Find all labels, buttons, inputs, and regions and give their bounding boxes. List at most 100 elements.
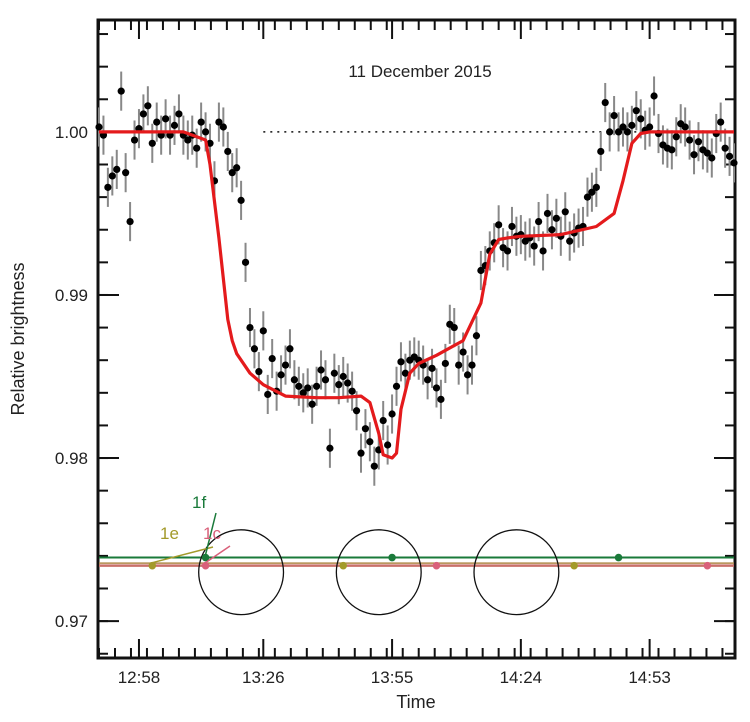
y-axis-title: Relative brightness: [8, 262, 28, 415]
star-disk-circle: [198, 529, 285, 616]
star-disk-circle: [335, 529, 422, 616]
data-point: [703, 149, 711, 157]
data-point: [637, 115, 645, 123]
data-point: [122, 169, 130, 177]
label-1c: 1c: [203, 524, 221, 543]
data-point: [632, 107, 640, 115]
data-point: [388, 410, 396, 418]
data-point: [281, 361, 290, 369]
data-point: [193, 144, 201, 152]
data-point: [628, 121, 636, 129]
data-point: [690, 151, 698, 159]
data-point: [543, 209, 552, 218]
data-point: [228, 169, 236, 177]
data-point: [104, 183, 112, 191]
data-point: [459, 348, 467, 356]
data-point: [503, 247, 512, 255]
data-point: [304, 384, 312, 392]
data-point: [379, 416, 387, 425]
data-point: [366, 438, 374, 446]
data-point: [583, 193, 592, 201]
data-point: [477, 266, 485, 275]
data-point: [552, 214, 560, 222]
data-point: [450, 323, 458, 332]
data-point: [162, 115, 170, 123]
data-point: [455, 361, 463, 369]
data-point: [153, 118, 161, 126]
data-point: [424, 376, 432, 384]
data-point: [233, 164, 241, 172]
data-point: [335, 381, 343, 389]
x-tick-label: 13:26: [242, 668, 285, 687]
data-point: [370, 462, 378, 470]
data-point: [224, 147, 232, 156]
data-point: [357, 449, 365, 457]
data-point: [339, 372, 347, 381]
data-point: [295, 382, 303, 390]
data-point: [463, 371, 472, 379]
planet-1e-dot: [570, 561, 578, 570]
data-point: [561, 208, 569, 216]
data-point: [672, 133, 680, 141]
data-point: [246, 323, 254, 332]
data-point: [401, 369, 409, 377]
data-point: [290, 376, 298, 384]
data-point: [197, 118, 205, 126]
data-point: [237, 196, 245, 204]
plot-frame: [96, 18, 737, 660]
data-point: [139, 110, 148, 118]
data-point: [646, 123, 654, 131]
data-point: [539, 247, 547, 255]
label-1e: 1e: [160, 524, 179, 543]
y-tick-label: 0.97: [55, 612, 88, 631]
data-point: [721, 144, 729, 152]
planet-1c-dot: [201, 561, 210, 570]
data-point: [650, 92, 658, 100]
tick-labels: 12:58 13:26 13:55 14:24 14:53 0.97 0.98 0.99 1.0…: [55, 123, 671, 687]
data-point: [432, 384, 441, 392]
data-point: [725, 152, 734, 160]
data-point: [317, 366, 325, 374]
y-tick-label: 0.98: [55, 449, 88, 468]
data-point: [206, 139, 214, 147]
data-point: [299, 389, 307, 397]
data-point: [348, 387, 356, 395]
data-point: [717, 118, 725, 126]
data-point: [241, 258, 250, 266]
x-tick-label: 14:53: [628, 668, 671, 687]
planet-1c-dot: [432, 561, 441, 570]
data-point: [344, 379, 352, 387]
chart-title: 11 December 2015: [348, 62, 491, 81]
data-point: [148, 139, 156, 147]
data-point: [681, 123, 689, 131]
planet-1f-dot: [201, 553, 210, 562]
data-point: [352, 407, 361, 415]
data-point: [392, 382, 401, 390]
data-point: [606, 128, 614, 136]
data-point: [530, 242, 538, 250]
data-point: [592, 183, 600, 191]
data-point: [610, 111, 618, 120]
data-point: [548, 226, 556, 234]
label-leader-1f: [204, 512, 217, 555]
data-point: [326, 444, 334, 452]
data-point: [495, 221, 503, 229]
data-point: [286, 345, 294, 353]
data-point: [117, 87, 125, 95]
data-point: [255, 368, 263, 376]
data-point: [175, 110, 183, 118]
data-point: [259, 327, 267, 335]
x-tick-label: 13:55: [371, 668, 414, 687]
data-point: [437, 395, 445, 403]
data-point: [614, 128, 623, 136]
data-point: [566, 237, 574, 245]
data-point: [694, 138, 703, 146]
planet-1f-dot: [388, 553, 396, 562]
data-point: [184, 136, 192, 144]
planet-1c-dot: [703, 561, 712, 570]
data-point: [170, 121, 179, 129]
label-1f: 1f: [192, 493, 206, 512]
data-point: [535, 217, 543, 226]
data-point: [277, 371, 285, 379]
